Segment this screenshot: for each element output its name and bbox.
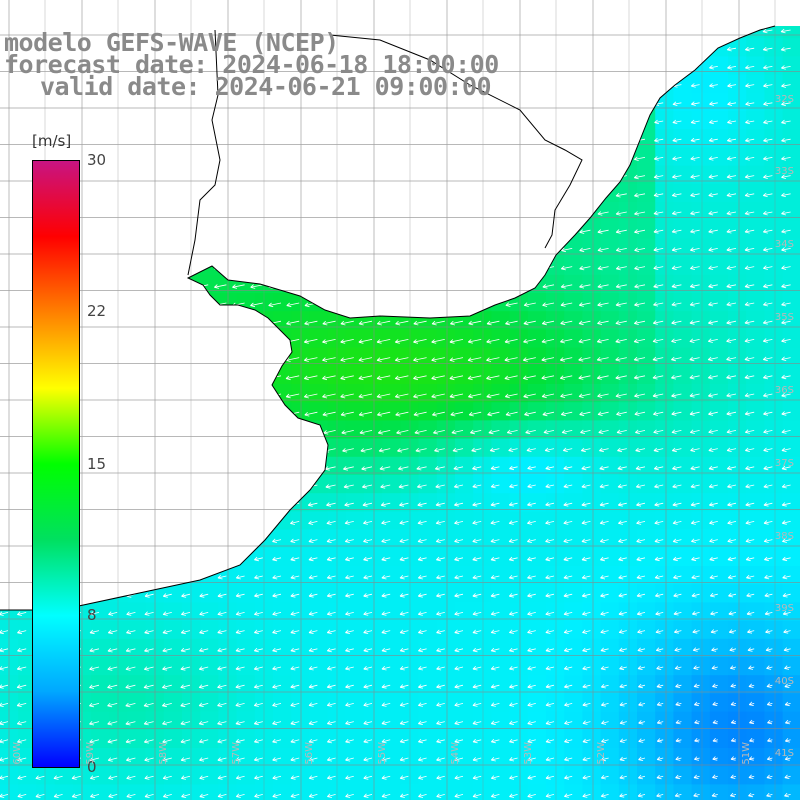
longitude-label: 51W bbox=[741, 742, 752, 765]
longitude-label: 58W bbox=[158, 742, 169, 765]
colorbar bbox=[32, 160, 80, 768]
longitude-label: 53W bbox=[523, 742, 534, 765]
colorbar-tick: 22 bbox=[87, 302, 107, 320]
colorbar-tick: 30 bbox=[87, 151, 107, 169]
model-title: modelo GEFS-WAVE (NCEP) bbox=[4, 28, 339, 57]
latitude-label: 40S bbox=[774, 676, 794, 687]
latitude-label: 32S bbox=[774, 94, 794, 105]
longitude-label: 59W bbox=[85, 742, 96, 765]
latitude-label: 37S bbox=[774, 458, 794, 469]
valid-date-title: valid date: 2024-06-21 09:00:00 bbox=[40, 72, 492, 101]
latitude-label: 39S bbox=[774, 603, 794, 614]
colorbar-tick: 15 bbox=[87, 455, 107, 473]
longitude-label: 54W bbox=[450, 742, 461, 765]
longitude-label: 52W bbox=[596, 742, 607, 765]
latitude-label: 35S bbox=[774, 312, 794, 323]
coastline bbox=[0, 25, 776, 611]
longitude-label: 56W bbox=[304, 742, 315, 765]
wind-speed-field bbox=[0, 26, 800, 800]
latitude-label: 34S bbox=[774, 239, 794, 250]
colorbar-tick: 8 bbox=[87, 606, 97, 624]
latitude-label: 41S bbox=[774, 748, 794, 759]
longitude-label: 55W bbox=[377, 742, 388, 765]
longitude-label: 57W bbox=[231, 742, 242, 765]
border-lines bbox=[187, 29, 583, 276]
longitude-label: 60W bbox=[12, 742, 23, 765]
forecast-date-title: forecast date: 2024-06-18 18:00:00 bbox=[4, 50, 499, 79]
colorbar-tick: 0 bbox=[87, 758, 97, 776]
latitude-label: 33S bbox=[774, 166, 794, 177]
latitude-label: 36S bbox=[774, 385, 794, 396]
latitude-label: 38S bbox=[774, 531, 794, 542]
colorbar-unit-label: [m/s] bbox=[32, 132, 72, 150]
